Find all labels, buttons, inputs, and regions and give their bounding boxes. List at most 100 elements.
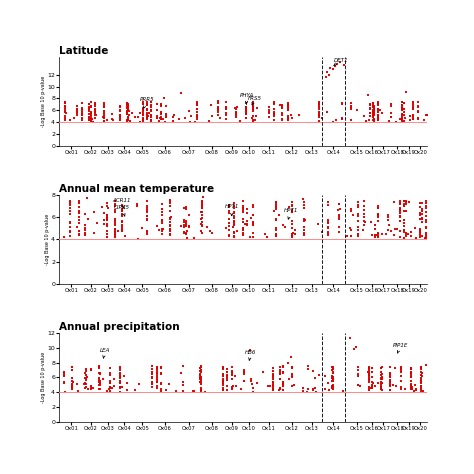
Point bbox=[143, 142, 150, 150]
Point bbox=[366, 280, 374, 288]
Point bbox=[328, 402, 335, 410]
Point bbox=[376, 418, 383, 426]
Point bbox=[365, 142, 372, 149]
Point bbox=[378, 142, 385, 149]
Point bbox=[357, 142, 365, 150]
Point bbox=[170, 279, 178, 287]
Point bbox=[113, 414, 120, 422]
Point bbox=[135, 142, 143, 149]
Point bbox=[381, 133, 389, 141]
Point bbox=[338, 418, 346, 426]
Point bbox=[122, 418, 129, 426]
Point bbox=[386, 142, 393, 149]
Point bbox=[368, 416, 376, 424]
Point bbox=[374, 418, 381, 425]
Point bbox=[292, 280, 300, 287]
Point bbox=[296, 276, 304, 284]
Point bbox=[198, 137, 205, 145]
Point bbox=[159, 140, 166, 147]
Point bbox=[423, 140, 430, 147]
Point bbox=[221, 416, 228, 424]
Point bbox=[221, 142, 228, 149]
Point bbox=[106, 280, 114, 287]
Point bbox=[148, 142, 156, 150]
Point bbox=[122, 415, 130, 422]
Point bbox=[235, 142, 243, 150]
Point bbox=[405, 142, 412, 150]
Point bbox=[418, 418, 425, 425]
Point bbox=[238, 279, 246, 287]
Point bbox=[238, 135, 246, 142]
Point bbox=[89, 140, 96, 148]
Point bbox=[412, 279, 419, 286]
Point bbox=[272, 280, 280, 287]
Point bbox=[318, 142, 325, 150]
Point bbox=[304, 142, 311, 149]
Point bbox=[369, 418, 377, 425]
Point bbox=[294, 280, 301, 287]
Point bbox=[86, 279, 94, 286]
Point bbox=[251, 142, 258, 149]
Point bbox=[403, 139, 411, 146]
Point bbox=[290, 418, 298, 425]
Point bbox=[360, 418, 368, 425]
Point bbox=[145, 139, 152, 146]
Point bbox=[141, 141, 148, 149]
Point bbox=[337, 418, 345, 426]
Point bbox=[342, 142, 350, 150]
Point bbox=[165, 418, 173, 425]
Point bbox=[253, 141, 260, 149]
Point bbox=[107, 136, 115, 144]
Point bbox=[283, 142, 291, 150]
Point bbox=[348, 418, 356, 425]
Point bbox=[88, 141, 96, 149]
Point bbox=[400, 416, 408, 423]
Point bbox=[226, 279, 234, 286]
Point bbox=[126, 278, 133, 285]
Point bbox=[301, 280, 309, 288]
Point bbox=[371, 418, 378, 426]
Point bbox=[325, 418, 332, 426]
Point bbox=[279, 414, 286, 422]
Point bbox=[394, 142, 401, 149]
Point bbox=[300, 418, 308, 425]
Point bbox=[238, 277, 246, 285]
Point bbox=[125, 417, 132, 424]
Point bbox=[203, 142, 210, 150]
Point bbox=[82, 139, 90, 147]
Point bbox=[72, 418, 80, 426]
Point bbox=[419, 142, 426, 150]
Point bbox=[290, 142, 298, 150]
Point bbox=[293, 279, 301, 287]
Point bbox=[359, 142, 366, 150]
Point bbox=[384, 418, 392, 425]
Point bbox=[264, 279, 271, 287]
Point bbox=[76, 411, 84, 419]
Point bbox=[230, 280, 237, 288]
Point bbox=[397, 280, 404, 287]
Point bbox=[321, 275, 329, 283]
Point bbox=[235, 136, 242, 143]
Point bbox=[359, 418, 367, 425]
Point bbox=[348, 142, 356, 150]
Point bbox=[71, 141, 78, 149]
Point bbox=[405, 279, 413, 287]
Point bbox=[389, 140, 396, 148]
Point bbox=[283, 417, 291, 424]
Point bbox=[232, 418, 240, 426]
Point bbox=[99, 418, 107, 425]
Point bbox=[376, 142, 384, 149]
Point bbox=[187, 141, 195, 148]
Point bbox=[404, 142, 411, 150]
Point bbox=[242, 134, 250, 142]
Point bbox=[380, 142, 387, 149]
Point bbox=[265, 280, 273, 287]
Point bbox=[240, 280, 248, 288]
Point bbox=[141, 277, 149, 285]
Point bbox=[271, 418, 279, 426]
Point bbox=[413, 142, 420, 149]
Point bbox=[398, 280, 406, 288]
Point bbox=[146, 418, 153, 425]
Point bbox=[399, 418, 407, 425]
Point bbox=[152, 418, 160, 425]
